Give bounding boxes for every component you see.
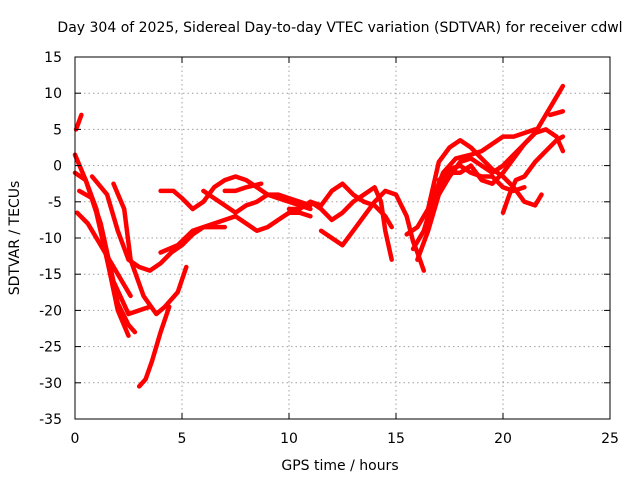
series-line [308,185,394,262]
y-axis-label: SDTVAR / TECUs [7,181,23,296]
y-tick-label: 5 [53,122,62,138]
series-line [201,188,313,215]
y-tick-label: 10 [44,86,62,102]
series-line [222,181,264,194]
y-tick-label: -15 [39,267,62,283]
series-line [415,83,566,262]
series-line [158,174,313,212]
y-axis-tick-labels: 15 10 5 0 -5 -10 -15 -20 -25 -30 -35 [39,50,62,428]
y-tick-label: -30 [39,376,62,392]
series-group [72,83,566,389]
x-tick-label: 15 [387,431,405,447]
grid [75,57,610,419]
y-tick-label: -25 [39,340,62,356]
axis-ticks [74,56,611,420]
x-axis-label: GPS time / hours [281,458,398,474]
series-line [547,109,566,118]
y-tick-label: -5 [48,195,62,211]
series-line [286,181,394,230]
x-tick-label: 5 [178,431,187,447]
series-line [410,127,538,252]
y-tick-label: 15 [44,50,62,66]
series-line [436,127,566,186]
series-line [111,181,189,317]
x-tick-label: 20 [494,431,512,447]
series-line [136,304,172,389]
chart-title: Day 304 of 2025, Sidereal Day-to-day VTE… [57,20,622,36]
series-line [73,112,84,132]
x-tick-label: 10 [280,431,298,447]
series-line [72,170,138,335]
y-tick-label: 0 [53,159,62,175]
y-tick-label: -20 [39,303,62,319]
series-line [158,210,313,255]
x-tick-label: 0 [71,431,80,447]
y-tick-label: -10 [39,231,62,247]
x-tick-label: 25 [601,431,619,447]
series-line [500,134,566,215]
x-axis-tick-labels: 0 5 10 15 20 25 [71,431,619,447]
series-line [74,210,133,299]
y-tick-label: -35 [39,412,62,428]
